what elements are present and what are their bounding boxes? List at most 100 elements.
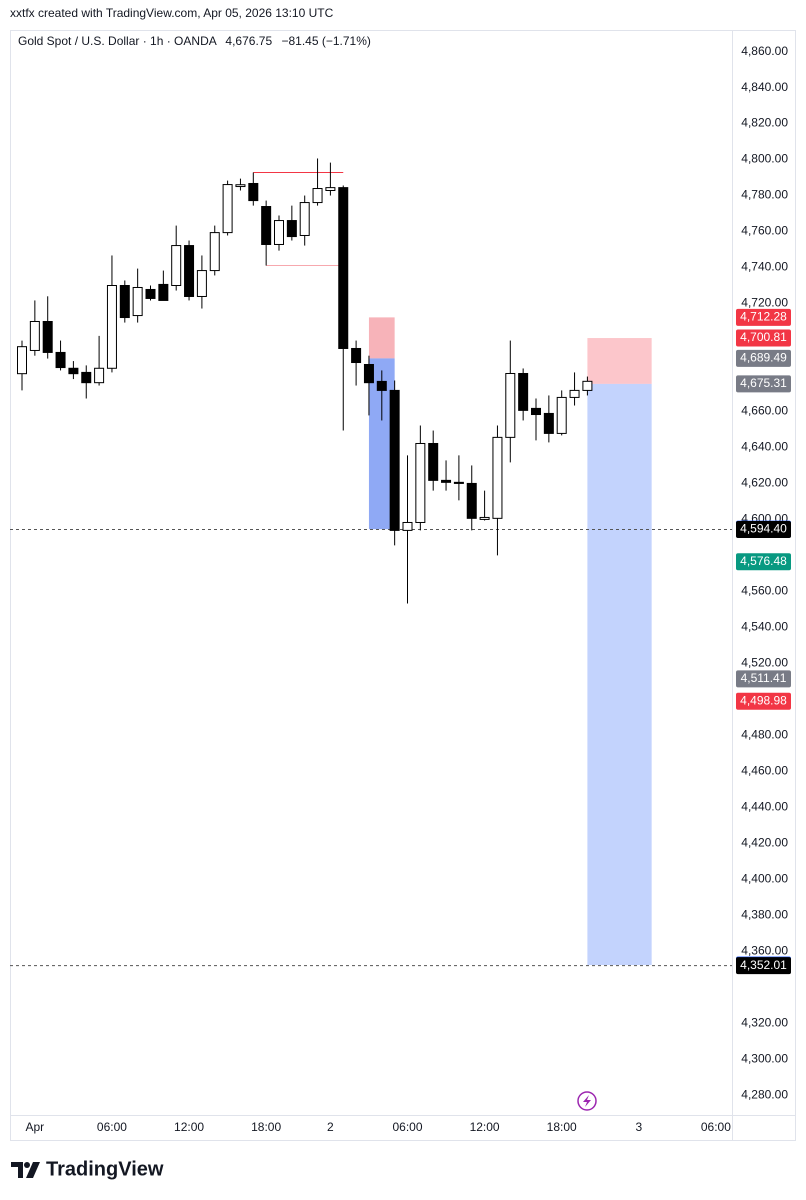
x-tick-label: Apr [26, 1120, 45, 1134]
price-label-box [736, 553, 791, 571]
candle-body [235, 184, 246, 188]
y-tick-label: 4,820.00 [741, 116, 788, 130]
candle-body [402, 521, 413, 531]
candle-body [518, 372, 529, 411]
price-label: 4,352.01 [740, 958, 787, 972]
price-label-box [736, 329, 791, 347]
candle-body [158, 283, 169, 301]
y-tick-label: 4,560.00 [741, 584, 788, 598]
chart-title: Gold Spot / U.S. Dollar · 1h · OANDA 4,6… [18, 34, 371, 48]
candle-body [68, 367, 79, 375]
candle-body [17, 346, 27, 375]
change: −81.45 (−1.71%) [281, 34, 370, 48]
y-tick-label: 4,640.00 [741, 440, 788, 454]
price-label: 4,498.98 [740, 693, 787, 707]
price-label: 4,712.28 [740, 310, 787, 324]
price-label-box [736, 375, 791, 393]
y-tick-label: 4,280.00 [741, 1087, 788, 1101]
x-tick-label: 06:00 [701, 1120, 731, 1134]
candle-body [248, 182, 259, 202]
chart-frame [10, 30, 796, 1141]
y-tick-label: 4,520.00 [741, 656, 788, 670]
x-tick-label: 18:00 [547, 1120, 577, 1134]
brand: TradingView [46, 1158, 164, 1180]
x-tick-label: 06:00 [392, 1120, 422, 1134]
x-tick-label: 12:00 [174, 1120, 204, 1134]
price-label-box [736, 520, 791, 538]
candle-body [428, 442, 439, 481]
plot: 4,860.00 4,840.00 4,820.00 4,800.00 4,780.00… [10, 44, 788, 1134]
y-tick-label: 4,840.00 [741, 80, 788, 94]
candle-body [209, 232, 220, 272]
price-label-box [736, 692, 791, 710]
y-tick-label: 4,740.00 [741, 260, 788, 274]
candle-body [274, 220, 284, 245]
candle-body [55, 351, 66, 369]
candle-body [42, 320, 53, 353]
candle-body [556, 396, 567, 434]
candle-body [81, 371, 92, 384]
candle-body [492, 436, 503, 519]
candle-body [376, 380, 387, 391]
candle-body [325, 187, 336, 192]
x-tick-label: 3 [635, 1120, 642, 1134]
candle-body [351, 347, 362, 364]
candle-body [415, 442, 426, 523]
y-tick-label: 4,480.00 [741, 728, 788, 742]
alert-icon[interactable] [577, 1091, 597, 1111]
candle-body [196, 270, 207, 297]
price-label: 4,675.31 [740, 376, 787, 390]
y-tick-label: 4,440.00 [741, 799, 788, 813]
candle-body [119, 285, 130, 319]
symbol: Gold Spot / U.S. Dollar · 1h · OANDA [18, 34, 217, 48]
y-tick-label: 4,540.00 [741, 620, 788, 634]
price-label: 4,689.49 [740, 351, 787, 365]
candle-body [29, 320, 40, 351]
y-tick-label: 4,360.00 [741, 943, 788, 957]
candle-body [299, 202, 310, 236]
candle-body [543, 412, 554, 434]
candle-body [171, 245, 182, 287]
price-label-box [736, 308, 791, 326]
candle-body [453, 481, 464, 484]
price-label-box [736, 957, 791, 975]
x-tick-label: 12:00 [470, 1120, 500, 1134]
y-tick-label: 4,400.00 [741, 871, 788, 885]
price-label: 4,511.41 [741, 671, 787, 685]
y-tick-label: 4,420.00 [741, 835, 788, 849]
candle-body [94, 367, 105, 384]
y-tick-label: 4,320.00 [741, 1015, 788, 1029]
y-tick-label: 4,380.00 [741, 907, 788, 921]
x-tick-label: 18:00 [251, 1120, 281, 1134]
y-tick-label: 4,460.00 [741, 763, 788, 777]
candle-body [261, 206, 272, 245]
candle-body [466, 482, 477, 519]
y-tick-label: 4,720.00 [741, 296, 788, 310]
candle-body [505, 372, 516, 438]
candle-body [312, 188, 323, 204]
candle-body [389, 389, 400, 531]
y-tick-label: 4,800.00 [741, 152, 788, 166]
candle-body [479, 516, 490, 520]
y-tick-label: 4,760.00 [741, 224, 788, 238]
y-tick-label: 4,780.00 [741, 188, 788, 202]
candle-body [363, 363, 374, 384]
candle-body [531, 407, 541, 416]
last-price: 4,676.75 [225, 34, 272, 48]
y-tick-label: 4,300.00 [741, 1051, 788, 1065]
y-tick-label: 4,620.00 [741, 476, 788, 490]
y-tick-label: 4,860.00 [741, 44, 788, 58]
candle-body [286, 220, 297, 238]
position-zone [587, 338, 652, 384]
candle-body [184, 245, 195, 297]
position-zone [368, 317, 395, 359]
y-tick-label: 4,660.00 [741, 404, 788, 418]
candle-body [569, 389, 580, 398]
candle-body [338, 187, 349, 349]
x-tick-label: 2 [327, 1120, 334, 1134]
candle-body [582, 380, 593, 391]
x-tick-label: 06:00 [97, 1120, 127, 1134]
brand-logo [11, 1162, 40, 1178]
candle-body [222, 184, 233, 234]
